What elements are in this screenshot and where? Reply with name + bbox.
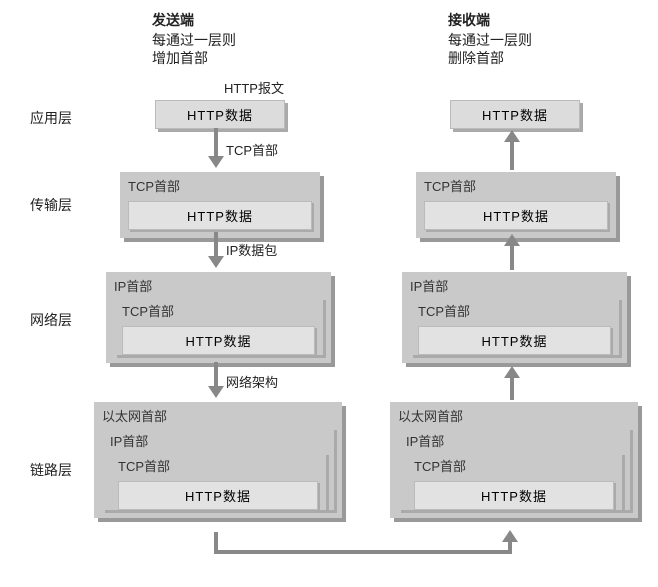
sender-network-httpdata: HTTP数据 xyxy=(122,326,315,355)
receiver-sub1: 每通过一层则 xyxy=(448,30,532,50)
sender-link-tcpbox: TCP首部 HTTP数据 xyxy=(110,452,326,510)
receiver-sub2: 删除首部 xyxy=(448,48,504,68)
sender-link-httpdata: HTTP数据 xyxy=(118,481,318,510)
receiver-link-box: 以太网首部 IP首部 TCP首部 HTTP数据 xyxy=(390,402,638,518)
receiver-title: 接收端 xyxy=(448,10,490,30)
sender-link-eth: 以太网首部 xyxy=(94,402,342,427)
sender-app-httpdata: HTTP数据 xyxy=(155,100,285,129)
arrow-bottom-head xyxy=(502,530,518,542)
layer-network-label: 网络层 xyxy=(30,310,72,330)
annot-http-msg: HTTP报文 xyxy=(224,78,284,97)
sender-transport-tcp: TCP首部 xyxy=(120,172,320,197)
arrow-send-1-head xyxy=(208,156,224,168)
receiver-link-ip: IP首部 xyxy=(398,427,630,452)
arrow-recv-2-stem xyxy=(510,244,514,270)
sender-transport-box: TCP首部 HTTP数据 xyxy=(120,172,320,238)
sender-sub1: 每通过一层则 xyxy=(152,30,236,50)
layer-transport-label: 传输层 xyxy=(30,195,72,215)
receiver-transport-box: TCP首部 HTTP数据 xyxy=(416,172,616,238)
receiver-link-ipbox: IP首部 TCP首部 HTTP数据 xyxy=(398,427,630,510)
receiver-link-httpdata: HTTP数据 xyxy=(414,481,614,510)
sender-sub2: 增加首部 xyxy=(152,48,208,68)
receiver-network-box: IP首部 TCP首部 HTTP数据 xyxy=(402,272,627,363)
sender-link-ip: IP首部 xyxy=(102,427,334,452)
arrow-bottom-h xyxy=(214,550,510,554)
sender-network-ip: IP首部 xyxy=(106,272,331,297)
arrow-send-2-head xyxy=(208,256,224,268)
arrow-recv-2-head xyxy=(504,234,520,246)
sender-link-ipbox: IP首部 TCP首部 HTTP数据 xyxy=(102,427,334,510)
arrow-send-2-stem xyxy=(214,232,218,258)
arrow-recv-1-head xyxy=(504,130,520,142)
sender-link-tcp: TCP首部 xyxy=(110,452,326,477)
receiver-transport-httpdata: HTTP数据 xyxy=(424,201,608,230)
sender-link-box: 以太网首部 IP首部 TCP首部 HTTP数据 xyxy=(94,402,342,518)
arrow-recv-3-head xyxy=(504,366,520,378)
annot-net-arch: 网络架构 xyxy=(226,372,278,391)
layer-app-label: 应用层 xyxy=(30,108,72,128)
receiver-link-tcpbox: TCP首部 HTTP数据 xyxy=(406,452,622,510)
annot-tcp-header: TCP首部 xyxy=(226,140,278,159)
arrow-recv-3-stem xyxy=(510,376,514,400)
receiver-app-httpdata: HTTP数据 xyxy=(450,100,580,129)
arrow-recv-1-stem xyxy=(510,140,514,170)
arrow-send-1-stem xyxy=(214,128,218,158)
arrow-bottom-up xyxy=(508,540,512,554)
arrow-send-3-stem xyxy=(214,362,218,388)
sender-network-box: IP首部 TCP首部 HTTP数据 xyxy=(106,272,331,363)
sender-network-tcp: TCP首部 xyxy=(114,297,323,322)
arrow-bottom-down xyxy=(214,532,218,552)
receiver-link-tcp: TCP首部 xyxy=(406,452,622,477)
arrow-send-3-head xyxy=(208,386,224,398)
sender-title: 发送端 xyxy=(152,10,194,30)
receiver-network-httpdata: HTTP数据 xyxy=(418,326,611,355)
sender-transport-httpdata: HTTP数据 xyxy=(128,201,312,230)
receiver-link-eth: 以太网首部 xyxy=(390,402,638,427)
receiver-network-ip: IP首部 xyxy=(402,272,627,297)
receiver-network-tcp: TCP首部 xyxy=(410,297,619,322)
annot-ip-packet: IP数据包 xyxy=(226,240,277,259)
receiver-transport-tcp: TCP首部 xyxy=(416,172,616,197)
receiver-network-tcpbox: TCP首部 HTTP数据 xyxy=(410,297,619,355)
layer-link-label: 链路层 xyxy=(30,460,72,480)
sender-network-tcpbox: TCP首部 HTTP数据 xyxy=(114,297,323,355)
